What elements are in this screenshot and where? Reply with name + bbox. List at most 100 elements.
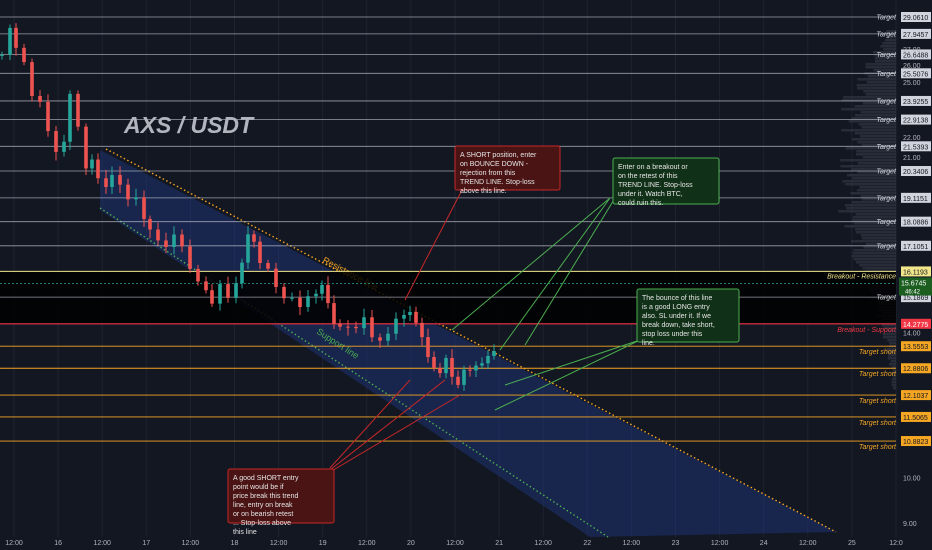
- target-price-value: 26.6488: [903, 52, 928, 59]
- time-tick-label: 12:00: [5, 540, 23, 547]
- volume-bar: [861, 144, 896, 147]
- target-label: Target: [876, 219, 897, 226]
- candle-body: [84, 126, 88, 169]
- breakout-resistance-box: [901, 266, 931, 277]
- volume-bar: [886, 348, 896, 351]
- volume-bar: [856, 189, 896, 192]
- candle-body: [22, 47, 26, 63]
- time-tick-label: 24: [760, 540, 768, 547]
- volume-bar: [854, 132, 896, 135]
- volume-bar: [861, 126, 896, 129]
- volume-bar: [857, 78, 896, 81]
- short-price-value: 10.8823: [903, 439, 928, 446]
- candle-body: [474, 365, 478, 371]
- candle-body: [104, 178, 108, 187]
- volume-bar: [867, 75, 896, 78]
- candle-body: [480, 363, 484, 366]
- candle-body: [226, 284, 230, 298]
- target-price-box: [901, 166, 931, 177]
- candle-body: [450, 357, 454, 377]
- volume-bar: [860, 195, 896, 198]
- volume-bar: [882, 42, 896, 45]
- long-annotation-text: break down, take short,: [642, 322, 715, 329]
- volume-bar: [866, 81, 896, 84]
- short-entry-pointer-2: [329, 379, 446, 471]
- breakout-annotation-pointer-1: [451, 197, 611, 331]
- target-price-box: [901, 240, 931, 251]
- volume-bar: [854, 105, 896, 108]
- candle-body: [142, 197, 146, 219]
- volume-bar: [862, 267, 896, 270]
- short-target-label: Target short: [859, 371, 897, 378]
- volume-bar: [873, 69, 896, 72]
- target-price-box: [901, 192, 931, 203]
- short-price-box: [901, 363, 931, 374]
- breakout-annotation-pointer-3: [524, 197, 616, 346]
- target-price-value: 15.1869: [903, 295, 928, 302]
- volume-bar: [863, 90, 896, 93]
- candle-body: [126, 184, 130, 200]
- volume-bar: [840, 159, 896, 162]
- time-tick-label: 12:00: [711, 540, 729, 547]
- target-price-value: 18.0886: [903, 220, 928, 227]
- short-entry-annotation-text: or on bearish retest: [233, 511, 293, 518]
- candlestick-series: [0, 23, 496, 391]
- candle-body: [76, 93, 80, 127]
- long-annotation-text: The bounce of this line: [642, 295, 713, 302]
- volume-bar: [851, 240, 896, 243]
- time-tick-label: 22: [583, 540, 591, 547]
- candle-body: [432, 357, 436, 368]
- candle-body: [320, 284, 324, 294]
- volume-bar: [886, 36, 896, 39]
- target-price-value: 27.9457: [903, 32, 928, 39]
- target-label: Target: [876, 31, 897, 38]
- breakout-annotation-text: TREND LINE. Stop-loss: [618, 182, 693, 189]
- volume-bar: [852, 252, 896, 255]
- candle-body: [408, 311, 412, 315]
- candle-body: [90, 159, 94, 169]
- volume-bar: [865, 66, 896, 69]
- volume-bar: [859, 264, 896, 267]
- breakout-annotation-text: Enter on a breakout or: [618, 164, 688, 171]
- volume-bar: [881, 324, 896, 327]
- volume-bar: [862, 237, 896, 240]
- target-price-value: 29.0610: [903, 15, 928, 22]
- target-price-value: 25.5076: [903, 71, 928, 78]
- short-annotation-text: above this line.: [460, 188, 507, 195]
- candle-body: [298, 297, 302, 308]
- time-tick-label: 12:00: [358, 540, 376, 547]
- breakout-annotation-text: could ruin this.: [618, 200, 663, 207]
- candle-body: [196, 268, 200, 282]
- short-entry-annotation-text: ... Stop-loss above: [233, 520, 291, 527]
- candle-body: [444, 357, 448, 374]
- price-tick-label: 26.00: [903, 63, 921, 70]
- candle-body: [210, 290, 214, 304]
- volume-bar: [886, 30, 896, 33]
- candle-body: [462, 369, 466, 385]
- volume-bar: [852, 177, 896, 180]
- volume-bar: [885, 39, 896, 42]
- long-annotation-text: line.: [642, 340, 655, 347]
- target-price-box: [901, 216, 931, 227]
- long-annotation-text: is a good LONG entry: [642, 304, 710, 311]
- volume-bar: [843, 96, 896, 99]
- short-price-value: 13.5553: [903, 344, 928, 351]
- volume-bar: [851, 117, 896, 120]
- volume-bar: [856, 84, 896, 87]
- volume-bar: [860, 111, 896, 114]
- resistance-trend-line: [105, 148, 837, 533]
- volume-bar: [851, 255, 896, 258]
- candle-body: [96, 159, 100, 179]
- target-price-value: 20.3406: [903, 169, 928, 176]
- candle-body: [0, 54, 4, 56]
- volume-bar: [893, 387, 896, 390]
- volume-bar: [860, 135, 896, 138]
- time-tick-label: 16: [54, 540, 62, 547]
- volume-bar: [874, 54, 896, 57]
- volume-bar: [855, 231, 896, 234]
- target-price-value: 23.9255: [903, 99, 928, 106]
- short-price-value: 12.8806: [903, 366, 928, 373]
- candle-body: [468, 369, 472, 371]
- target-label: Target: [876, 295, 897, 302]
